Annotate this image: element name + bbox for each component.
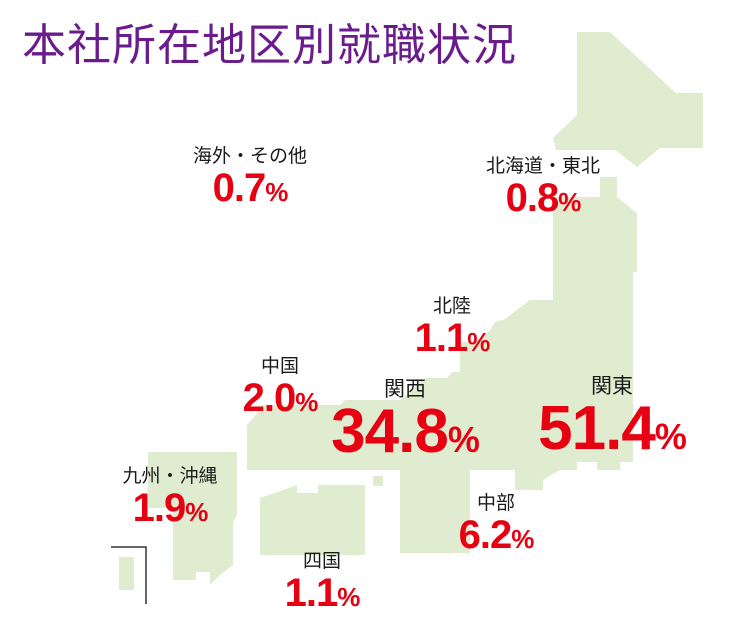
region-name: 九州・沖縄 [122, 465, 218, 487]
region-value: 0.8% [505, 176, 582, 220]
region-name: 中国 [260, 355, 300, 377]
page-title: 本社所在地区別就職状況 [22, 20, 517, 71]
region-value: 0.7% [212, 166, 289, 210]
map-hokkaido [553, 32, 703, 167]
region-name: 北陸 [432, 295, 472, 317]
region-chugoku: 中国 2.0% [242, 355, 319, 420]
region-value: 1.9% [132, 486, 209, 530]
region-name: 四国 [302, 550, 342, 572]
region-overseas: 海外・その他 0.7% [193, 145, 307, 209]
region-kanto: 関東 51.4% [538, 374, 687, 463]
region-chubu: 中部 6.2% [458, 492, 535, 557]
region-name: 関東 [591, 374, 633, 398]
map-shikoku [260, 485, 365, 555]
region-name: 北海道・東北 [485, 155, 601, 177]
region-value: 2.0% [242, 376, 319, 420]
region-value: 1.1% [414, 316, 491, 360]
map-honshu [247, 177, 637, 553]
region-kansai: 関西 34.8% [331, 377, 480, 466]
map-okinawa [119, 557, 134, 590]
map-kyushu [148, 452, 237, 585]
region-name: 関西 [384, 377, 426, 401]
region-value: 1.1% [284, 571, 361, 615]
region-value: 34.8% [331, 397, 480, 466]
region-value: 51.4% [538, 394, 687, 463]
okinawa-inset-bracket [111, 546, 147, 604]
region-kyushu-okinawa: 九州・沖縄 1.9% [122, 465, 217, 529]
region-name: 中部 [476, 492, 516, 514]
region-name: 海外・その他 [192, 145, 308, 167]
region-value: 6.2% [458, 513, 535, 557]
region-hokkaido-tohoku: 北海道・東北 0.8% [486, 155, 600, 219]
region-shikoku: 四国 1.1% [284, 550, 361, 615]
region-hokuriku: 北陸 1.1% [414, 295, 491, 360]
